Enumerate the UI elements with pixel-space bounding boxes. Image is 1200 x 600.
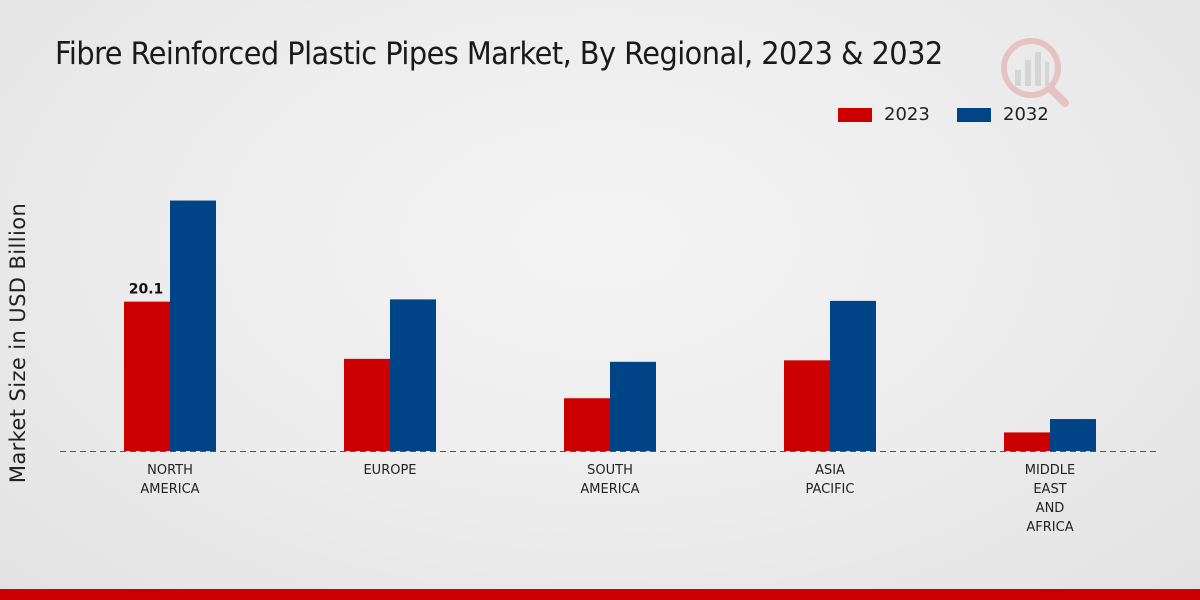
- watermark-logo-icon: [1001, 38, 1069, 107]
- bar-2032-2: [610, 361, 656, 451]
- legend-label-2032: 2032: [1003, 104, 1049, 125]
- bar-2032-0: [170, 200, 216, 451]
- bar-2023-0: [124, 301, 170, 451]
- data-label-0: 20.1: [129, 282, 164, 298]
- legend-swatch-2032: [957, 107, 991, 122]
- legend-label-2023: 2023: [884, 104, 930, 125]
- bar-2032-1: [390, 299, 436, 451]
- bar-2032-4: [1050, 419, 1096, 451]
- x-tick-label-2: SOUTH AMERICA: [580, 463, 639, 497]
- legend-item-2023: 2023: [838, 104, 930, 125]
- bar-2023-1: [344, 358, 390, 451]
- bottom-accent-bar: [0, 589, 1200, 600]
- x-tick-label-3: ASIA PACIFIC: [806, 463, 855, 497]
- legend-item-2032: 2032: [957, 104, 1049, 125]
- legend-swatch-2023: [838, 107, 872, 122]
- bar-2023-3: [784, 360, 830, 451]
- bar-2023-4: [1004, 432, 1050, 451]
- chart-title: Fibre Reinforced Plastic Pipes Market, B…: [55, 36, 943, 72]
- x-tick-label-1: EUROPE: [363, 463, 416, 478]
- x-tick-label-0: NORTH AMERICA: [140, 463, 199, 497]
- bar-2023-2: [564, 398, 610, 451]
- bar-2032-3: [830, 300, 876, 451]
- x-tick-label-4: MIDDLE EAST AND AFRICA: [1025, 463, 1076, 535]
